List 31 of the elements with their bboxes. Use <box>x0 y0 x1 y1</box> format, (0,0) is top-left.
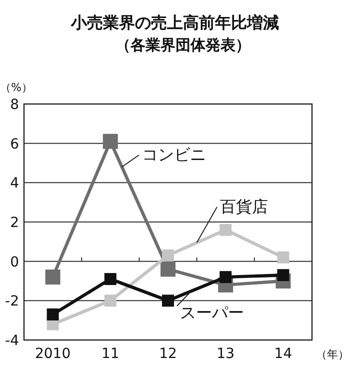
point <box>160 262 176 277</box>
chart-subtitle: （各業界団体発表） <box>116 36 250 54</box>
point <box>162 294 174 307</box>
series-label: スーパー <box>180 303 244 322</box>
y-tick-label: 8 <box>10 97 19 113</box>
point <box>277 269 290 282</box>
x-tick-label: 14 <box>274 346 292 362</box>
y-tick-label: 0 <box>10 254 19 270</box>
point <box>45 270 60 285</box>
point <box>277 251 290 264</box>
chart-title: 小売業界の売上高前年比増減 <box>70 13 279 32</box>
point <box>220 271 232 284</box>
point <box>162 249 174 262</box>
point <box>46 308 59 320</box>
y-tick-label: 4 <box>10 176 20 192</box>
y-tick-label: 2 <box>10 215 19 231</box>
x-tick-label: 12 <box>159 346 177 362</box>
y-tick-label: 6 <box>10 136 20 152</box>
series-label: 百貨店 <box>220 197 268 216</box>
x-axis-title: （年） <box>316 348 349 361</box>
point <box>102 134 118 149</box>
series-label: コンビニ <box>142 145 206 164</box>
y-tick-label: -4 <box>5 333 20 349</box>
x-tick-label: 2010 <box>34 346 71 362</box>
point <box>220 224 232 236</box>
y-tick-label: -2 <box>5 294 19 310</box>
x-tick-label: 11 <box>101 346 120 362</box>
point <box>104 273 116 286</box>
x-tick-label: 13 <box>216 346 235 362</box>
y-axis-title: （%） <box>0 81 32 94</box>
point <box>104 294 116 307</box>
